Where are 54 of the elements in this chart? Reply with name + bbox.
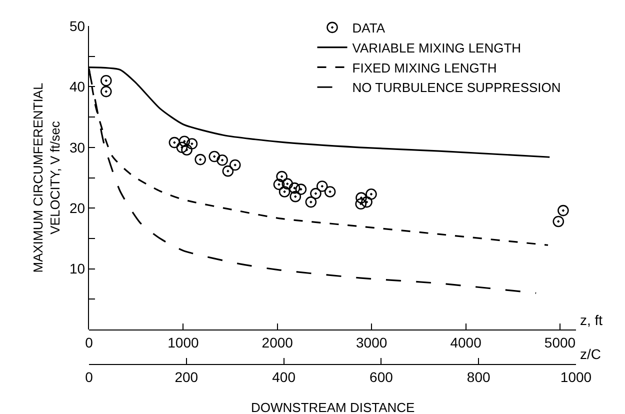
point <box>186 138 198 150</box>
x2-tick-label: 400 <box>272 368 296 385</box>
legend-label: FIXED MIXING LENGTH <box>352 60 497 76</box>
x-tick-label: 3000 <box>356 334 388 350</box>
point <box>316 180 328 192</box>
x2-tick-label: 600 <box>370 368 394 385</box>
point <box>295 184 307 195</box>
point <box>194 154 206 166</box>
y-tick-label: 40 <box>69 78 86 95</box>
x-axis-title: z, ft <box>580 312 603 328</box>
x-tick-label: 1000 <box>168 334 199 350</box>
x-tick-label: 4000 <box>450 334 482 350</box>
x2-axis-title: z/C <box>580 346 601 362</box>
point <box>366 188 377 200</box>
point <box>222 165 234 177</box>
legend-label: DATA <box>352 20 386 36</box>
point <box>100 74 112 86</box>
x-tick-label: 5000 <box>544 334 576 350</box>
point <box>552 216 564 228</box>
point <box>100 86 112 98</box>
point <box>310 188 322 200</box>
x2-tick-label: 1000 <box>560 368 592 385</box>
point <box>324 186 336 198</box>
point <box>276 170 288 182</box>
x-tick-label: 2000 <box>262 334 294 350</box>
y-tick-label: 20 <box>69 200 86 216</box>
y-tick-label: 50 <box>69 18 86 34</box>
legend-label: NO TURBULENCE SUPPRESSION <box>352 80 561 96</box>
y-tick-label: 10 <box>69 260 86 277</box>
point <box>355 198 366 210</box>
point <box>168 136 180 148</box>
legend-label: VARIABLE MIXING LENGTH <box>352 40 522 56</box>
y-axis-title: MAXIMUM CIRCUMFERENTIAL VELOCITY, V ft/sec <box>30 82 62 273</box>
point <box>282 178 294 190</box>
point <box>361 196 372 208</box>
x-tick-label: 0 <box>85 334 94 350</box>
point <box>278 186 290 198</box>
point <box>558 204 569 216</box>
point <box>216 154 228 166</box>
point <box>305 196 317 208</box>
point <box>273 178 285 190</box>
x2-tick-label: 200 <box>174 368 198 385</box>
point <box>288 182 300 194</box>
text: DOWNSTREAM DISTANCE <box>251 400 416 414</box>
point <box>356 192 367 204</box>
point <box>178 136 190 147</box>
y-tick-label: 30 <box>69 139 86 156</box>
point <box>208 150 220 162</box>
point <box>229 159 241 171</box>
point <box>181 144 192 156</box>
point <box>176 142 188 154</box>
x2-tick-label: 800 <box>466 368 490 385</box>
x2-tick-label: 0 <box>85 368 94 385</box>
point <box>290 190 302 202</box>
